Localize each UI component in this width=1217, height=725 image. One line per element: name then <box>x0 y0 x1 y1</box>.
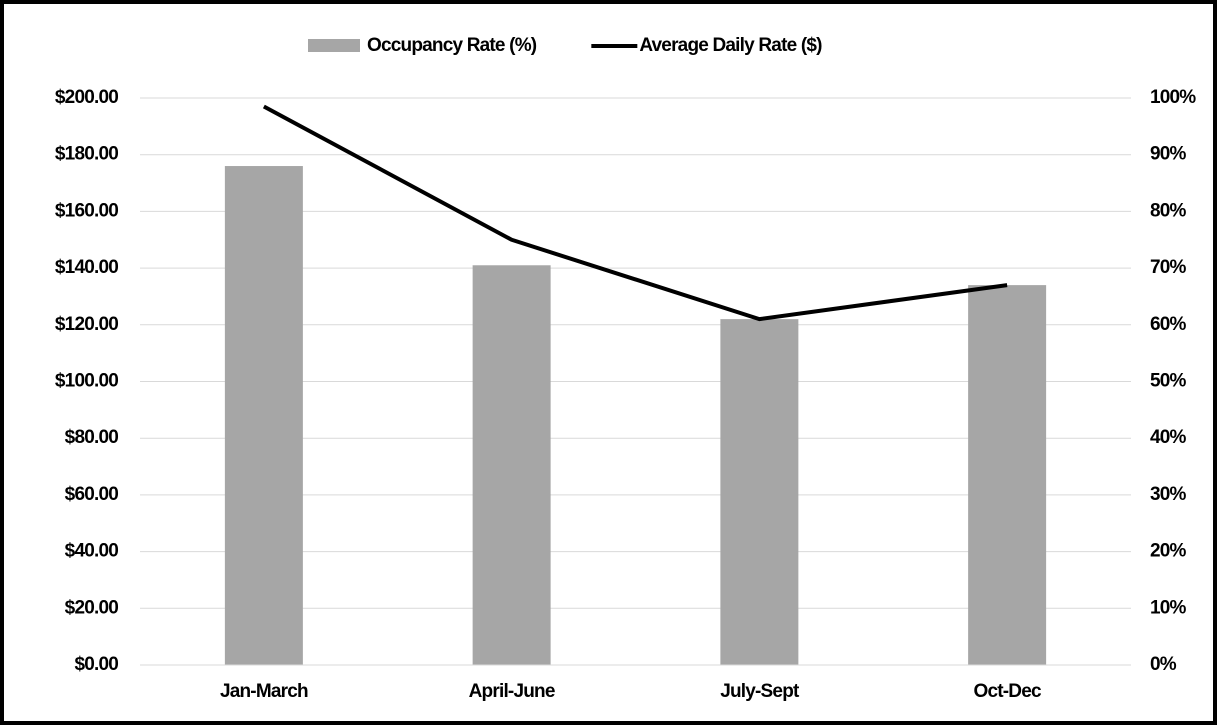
y2-tick-label: 40% <box>1150 427 1187 448</box>
y2-tick-label: 80% <box>1150 200 1187 221</box>
bar <box>968 285 1047 665</box>
y-tick-label: $140.00 <box>55 257 118 278</box>
y2-tick-label: 50% <box>1150 371 1187 392</box>
y-tick-label: $100.00 <box>55 371 118 392</box>
y-tick-label: $120.00 <box>55 314 118 335</box>
y2-tick-label: 70% <box>1150 257 1187 278</box>
x-tick-label: July-Sept <box>720 681 800 702</box>
y2-tick-label: 30% <box>1150 484 1187 505</box>
y2-tick-label: 90% <box>1150 144 1187 165</box>
y-tick-label: $160.00 <box>55 200 118 221</box>
y-tick-label: $200.00 <box>55 87 118 108</box>
y-tick-label: $40.00 <box>65 541 119 562</box>
y-tick-label: $60.00 <box>65 484 119 505</box>
line <box>262 104 1008 322</box>
legend-swatch <box>308 39 360 52</box>
y2-tick-label: 10% <box>1150 597 1187 618</box>
bar <box>472 265 551 665</box>
y2-tick-label: 20% <box>1150 541 1187 562</box>
legend-label: Average Daily Rate ($) <box>639 35 822 56</box>
y2-tick-label: 100% <box>1150 87 1196 108</box>
y2-tick-label: 0% <box>1150 654 1177 675</box>
y2-tick-label: 60% <box>1150 314 1187 335</box>
y-tick-label: $20.00 <box>65 597 119 618</box>
x-tick-label: April-June <box>469 681 555 702</box>
y-tick-label: $180.00 <box>55 144 118 165</box>
bar <box>224 166 303 666</box>
y-tick-label: $0.00 <box>74 654 118 675</box>
legend-label: Occupancy Rate (%) <box>367 35 537 56</box>
bar <box>720 319 799 665</box>
x-tick-label: Jan-March <box>220 681 308 702</box>
x-tick-label: Oct-Dec <box>973 681 1041 702</box>
y-tick-label: $80.00 <box>65 427 119 448</box>
